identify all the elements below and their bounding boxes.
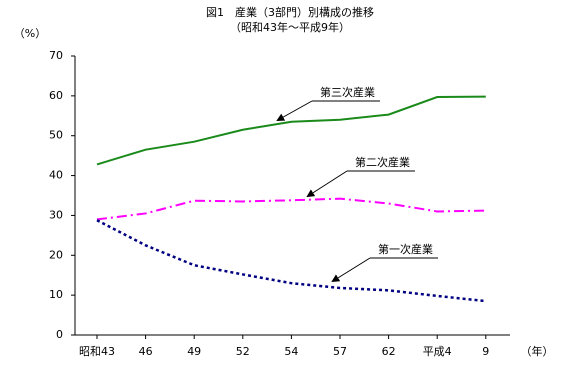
- annotation-arrow: [306, 170, 348, 198]
- series-line: [96, 95, 486, 166]
- x-tick-label: 46: [139, 345, 153, 358]
- x-tick-label: 57: [333, 345, 347, 358]
- x-axis-label: （年）: [521, 344, 554, 358]
- y-tick-label: 40: [49, 169, 63, 182]
- series-line: [96, 197, 486, 221]
- y-tick-label: 50: [49, 129, 63, 142]
- series-line: [96, 219, 486, 303]
- x-tick-label: 49: [187, 345, 201, 358]
- series-annotation: 第一次産業: [378, 242, 433, 256]
- y-tick-label: 20: [49, 248, 63, 261]
- y-tick-label: 70: [49, 49, 63, 62]
- y-tick-label: 60: [49, 89, 63, 102]
- chart-title: 図1 産業（3部門）別構成の推移: [206, 5, 374, 19]
- x-tick-label: 平成4: [423, 345, 452, 358]
- x-tick-label: 9: [482, 345, 489, 358]
- x-tick-label: 54: [284, 345, 298, 358]
- series-annotation: 第三次産業: [320, 85, 375, 99]
- x-tick-label: 昭和43: [79, 345, 115, 358]
- series-annotation: 第二次産業: [355, 155, 410, 169]
- y-axis-label: （%）: [14, 27, 46, 40]
- y-tick-label: 30: [49, 208, 63, 221]
- y-tick-label: 10: [49, 288, 63, 301]
- x-tick-label: 52: [236, 345, 250, 358]
- x-tick-label: 62: [382, 345, 396, 358]
- y-tick-label: 0: [56, 328, 63, 341]
- annotation-arrow: [331, 257, 371, 283]
- annotation-arrow: [276, 100, 313, 121]
- chart-subtitle: （昭和43年～平成9年）: [230, 20, 350, 34]
